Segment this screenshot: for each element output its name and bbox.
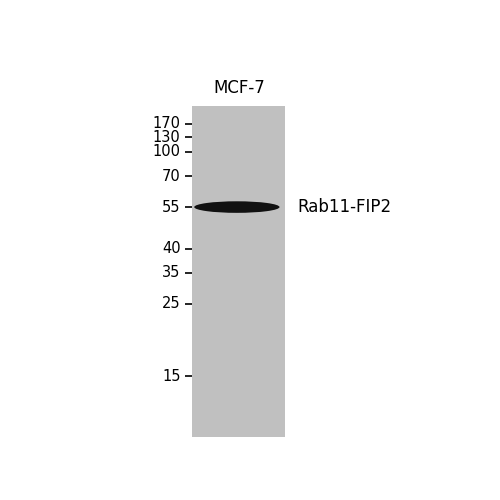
Text: 70: 70 [162, 169, 180, 184]
Text: MCF-7: MCF-7 [213, 78, 264, 96]
Text: 100: 100 [152, 144, 180, 159]
Text: 55: 55 [162, 200, 180, 214]
Text: 40: 40 [162, 241, 180, 256]
Ellipse shape [194, 202, 280, 213]
Bar [192, 106, 286, 438]
Text: 130: 130 [153, 130, 180, 144]
Text: Rab11-FIP2: Rab11-FIP2 [297, 198, 391, 216]
Text: 35: 35 [162, 265, 180, 280]
Text: 170: 170 [152, 116, 180, 131]
Text: 15: 15 [162, 369, 180, 384]
Text: 25: 25 [162, 296, 180, 311]
